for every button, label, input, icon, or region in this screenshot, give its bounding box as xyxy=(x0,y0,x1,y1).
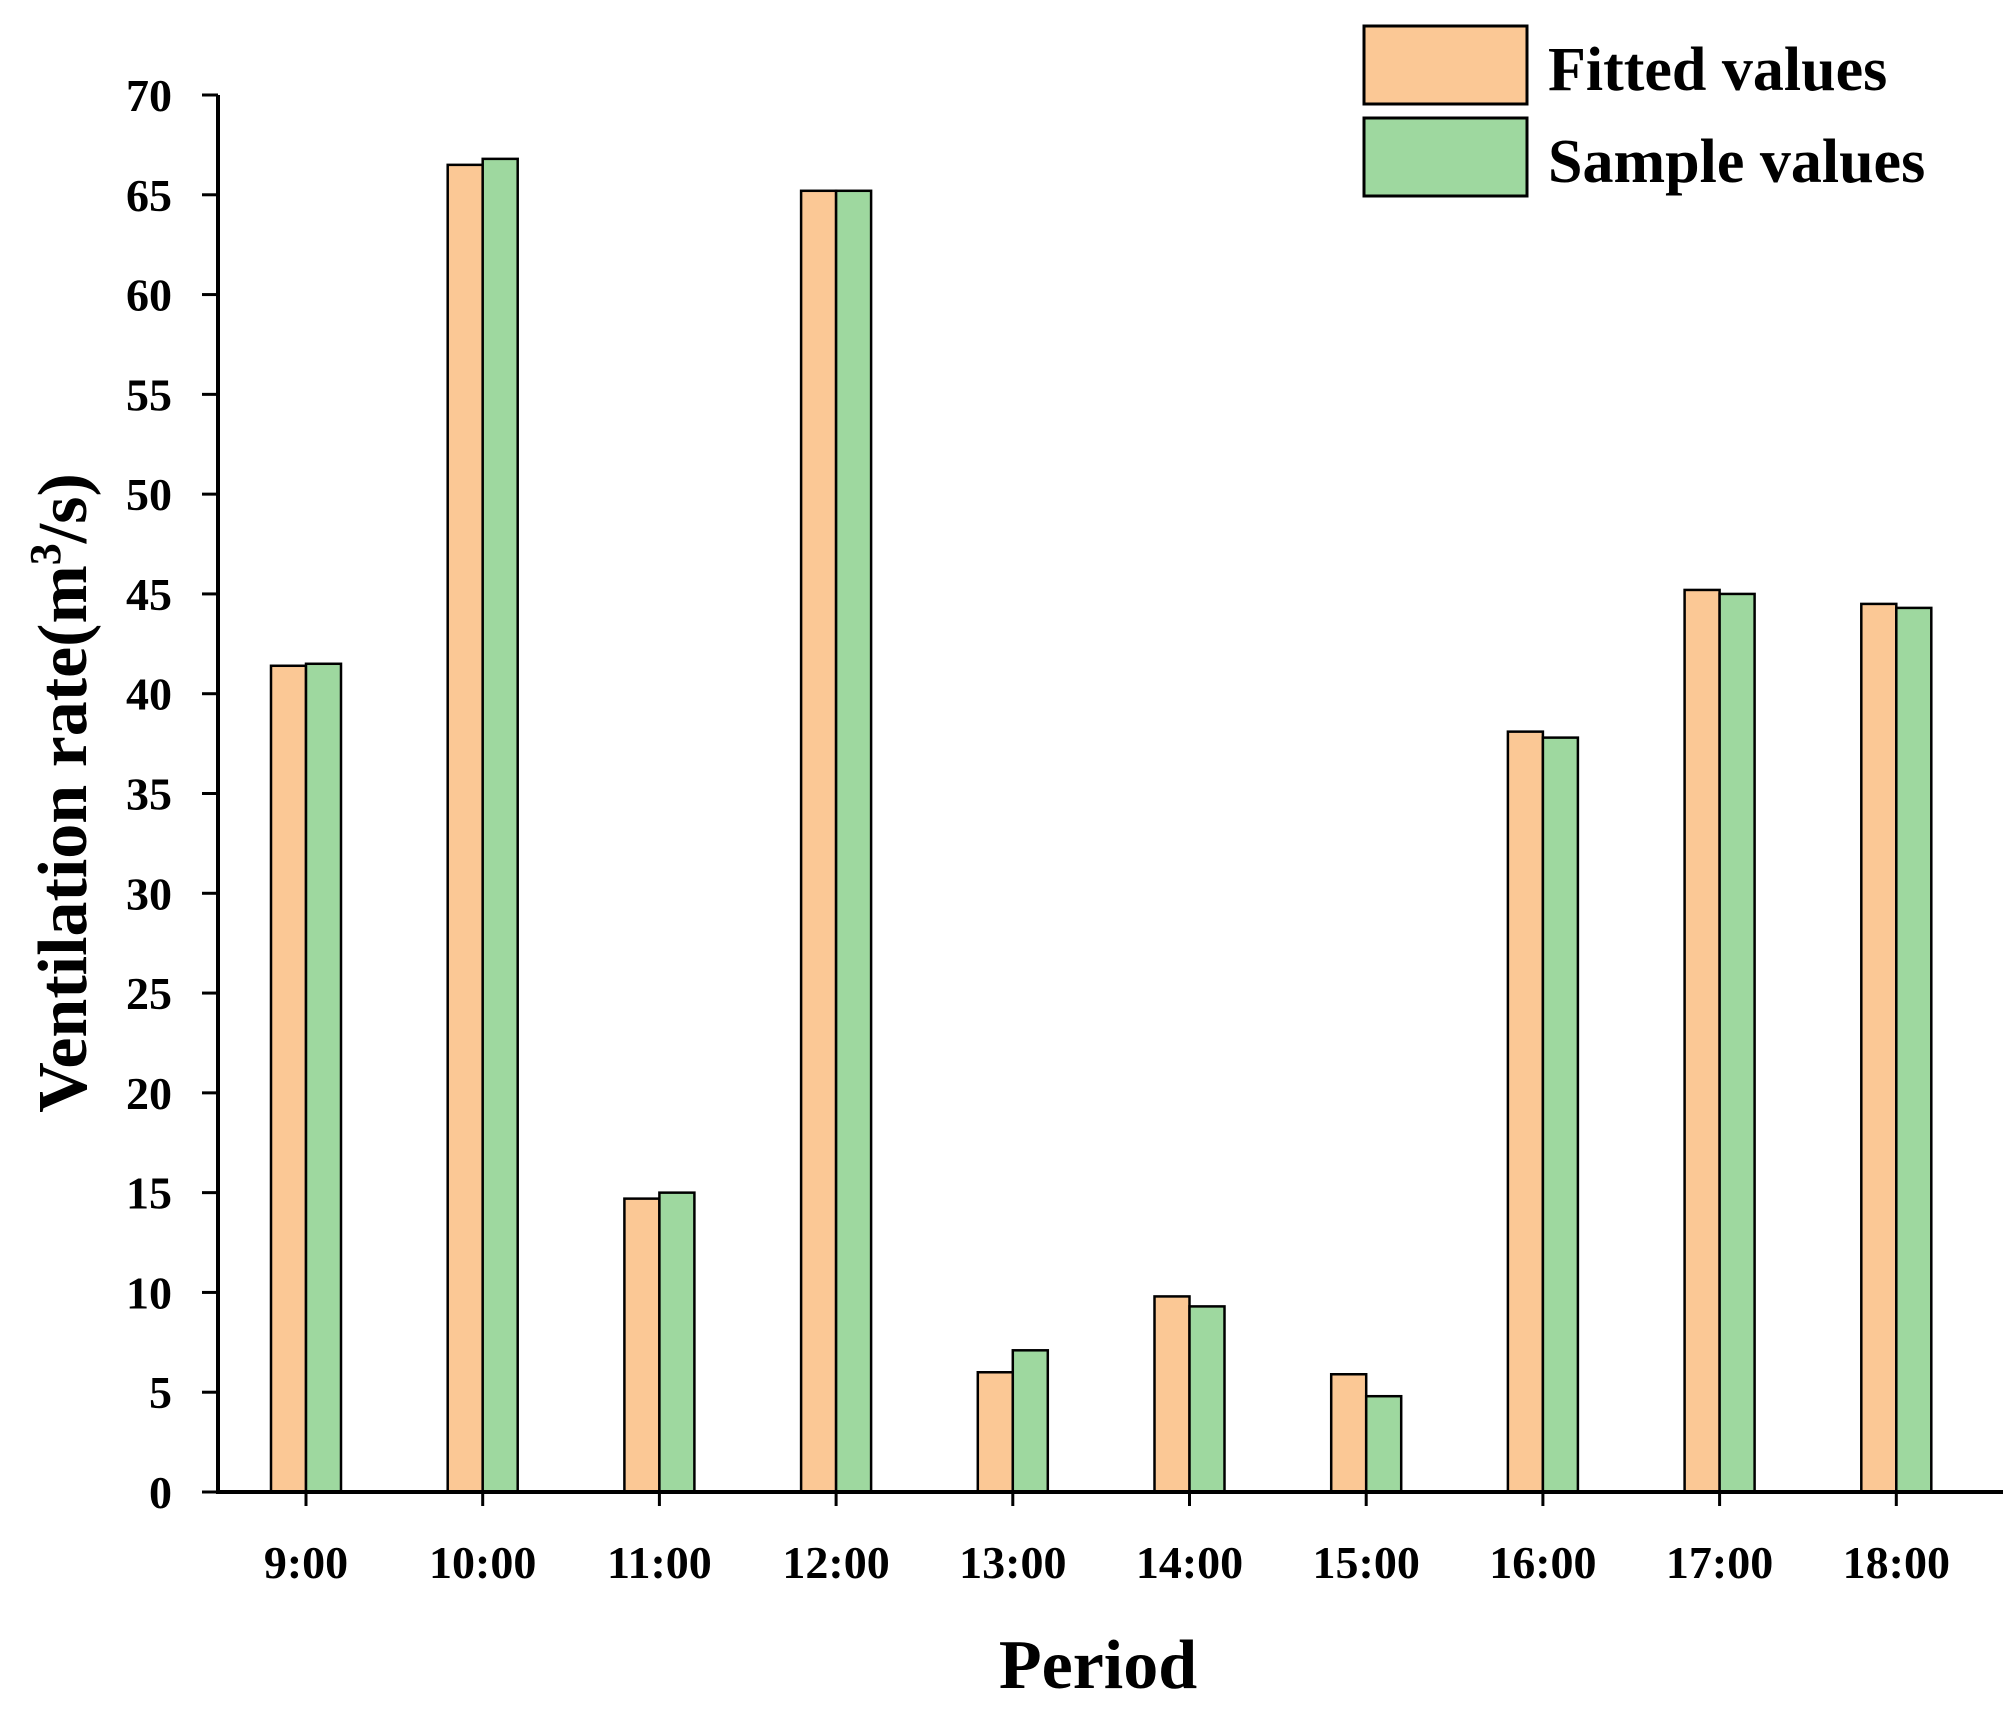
y-tick-label: 55 xyxy=(126,369,172,420)
x-tick-label: 17:00 xyxy=(1666,1537,1773,1588)
y-tick-label: 20 xyxy=(126,1068,172,1119)
x-tick-label: 15:00 xyxy=(1313,1537,1420,1588)
bar-fitted-900 xyxy=(269,664,308,1494)
y-axis-title-main: Ventilation rate(m xyxy=(25,565,102,1113)
bar-fitted-1100 xyxy=(623,1197,661,1494)
x-tick-label: 14:00 xyxy=(1136,1537,1243,1588)
bar-fitted-1400 xyxy=(1153,1295,1191,1494)
y-tick-label: 45 xyxy=(126,569,172,620)
bars-group xyxy=(269,157,1933,1494)
y-tick-label: 0 xyxy=(149,1467,172,1518)
bar-sample-1600 xyxy=(1541,736,1580,1494)
y-tick-label: 40 xyxy=(126,669,172,720)
y-tick-label: 60 xyxy=(126,270,172,321)
bar-sample-1100 xyxy=(658,1191,696,1494)
y-axis-title-unit: /s) xyxy=(25,473,102,544)
bar-fitted-1000 xyxy=(446,163,484,1494)
bar-fitted-1500 xyxy=(1329,1373,1368,1494)
x-tick-label: 12:00 xyxy=(782,1537,889,1588)
x-tick-label: 18:00 xyxy=(1843,1537,1950,1588)
legend-label-sample: Sample values xyxy=(1548,128,1925,196)
bar-sample-1800 xyxy=(1895,606,1933,1494)
x-tick-label: 10:00 xyxy=(429,1537,536,1588)
y-axis-title-superscript: 3 xyxy=(21,543,70,565)
x-tick-label: 13:00 xyxy=(959,1537,1066,1588)
y-axis-title: Ventilation rate(m3/s) xyxy=(21,473,102,1113)
x-tick-label: 11:00 xyxy=(607,1537,712,1588)
y-tick-label: 10 xyxy=(126,1267,172,1318)
y-tick-label: 70 xyxy=(126,70,172,121)
bar-fitted-1200 xyxy=(799,189,838,1494)
bar-fitted-1600 xyxy=(1506,730,1545,1494)
bar-sample-1700 xyxy=(1718,592,1756,1494)
bar-sample-900 xyxy=(304,662,343,1494)
legend: Fitted values Sample values xyxy=(1362,24,1925,198)
y-tick-label: 65 xyxy=(126,170,172,221)
bar-sample-1300 xyxy=(1011,1349,1050,1494)
legend-label-fitted: Fitted values xyxy=(1548,36,1887,104)
y-tick-label: 35 xyxy=(126,769,172,820)
bar-sample-1500 xyxy=(1364,1394,1403,1494)
x-tick-label: 9:00 xyxy=(264,1537,348,1588)
x-tick-label: 16:00 xyxy=(1489,1537,1596,1588)
y-tick-label: 15 xyxy=(126,1168,172,1219)
x-axis-title: Period xyxy=(999,1627,1197,1704)
bar-sample-1400 xyxy=(1188,1305,1226,1494)
bar-sample-1200 xyxy=(834,189,873,1494)
y-tick-label: 30 xyxy=(126,868,172,919)
x-ticks-group: 9:00 10:00 11:00 12:00 13:00 14:00 15:00 16:00 1… xyxy=(264,1492,1950,1588)
legend-swatch-fitted xyxy=(1362,24,1529,106)
bar-fitted-1800 xyxy=(1860,602,1898,1494)
y-tick-label: 25 xyxy=(126,968,172,1019)
y-tick-label: 50 xyxy=(126,469,172,520)
bar-fitted-1300 xyxy=(976,1371,1015,1494)
legend-swatch-sample xyxy=(1362,116,1529,198)
bar-sample-1000 xyxy=(481,157,519,1494)
y-ticks-group: 0 5 10 15 20 25 30 35 40 45 50 55 60 65 70 xyxy=(126,70,218,1518)
bar-fitted-1700 xyxy=(1683,588,1721,1494)
y-tick-label: 5 xyxy=(149,1367,172,1418)
